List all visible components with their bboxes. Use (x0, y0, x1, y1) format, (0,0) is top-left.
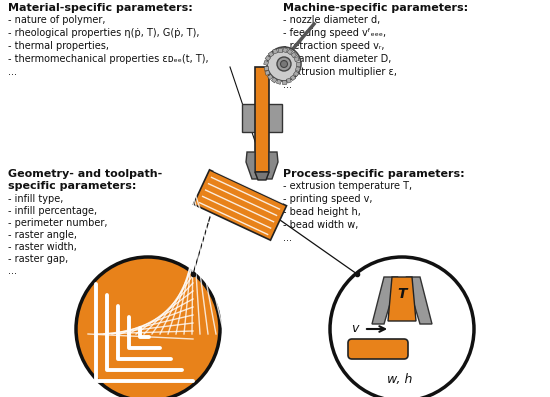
Bar (283, 48, 288, 53)
Text: - extrusion temperature T,: - extrusion temperature T, (283, 181, 412, 191)
Bar (296, 62, 300, 66)
Bar (290, 75, 296, 81)
Bar (265, 56, 271, 61)
Text: - rheological properties η(ṗ, T), G(ṗ, T),: - rheological properties η(ṗ, T), G(ṗ, T… (8, 28, 200, 38)
Polygon shape (406, 277, 432, 324)
Text: - raster angle,: - raster angle, (8, 230, 77, 240)
Text: Process-specific parameters:: Process-specific parameters: (283, 169, 465, 179)
Text: - retraction speed vᵣ,: - retraction speed vᵣ, (283, 41, 384, 51)
Bar (264, 66, 268, 70)
Text: - bead width w,: - bead width w, (283, 220, 359, 230)
Bar (242, 104, 282, 132)
Bar (265, 70, 270, 75)
Text: - infill type,: - infill type, (8, 194, 63, 204)
Text: - extrusion multiplier ε,: - extrusion multiplier ε, (283, 67, 397, 77)
Bar (255, 67, 269, 172)
Text: - bead height h,: - bead height h, (283, 207, 361, 217)
Text: specific parameters:: specific parameters: (8, 181, 136, 191)
Polygon shape (246, 152, 258, 179)
Text: Geometry- and toolpath-: Geometry- and toolpath- (8, 169, 162, 179)
Bar (294, 57, 299, 62)
Text: ...: ... (283, 80, 292, 90)
Circle shape (280, 60, 288, 67)
Text: - filament diameter D,: - filament diameter D, (283, 54, 392, 64)
Text: w, h: w, h (387, 372, 412, 385)
Text: ...: ... (8, 67, 17, 77)
Text: v: v (351, 322, 359, 335)
Bar (287, 49, 293, 55)
Text: Material-specific parameters:: Material-specific parameters: (8, 3, 192, 13)
Text: - printing speed v,: - printing speed v, (283, 194, 372, 204)
Bar (278, 48, 282, 52)
Polygon shape (372, 277, 398, 324)
Bar (295, 67, 300, 71)
FancyBboxPatch shape (348, 339, 408, 359)
Polygon shape (194, 170, 287, 240)
Text: - feeding speed vᶠₑₑₑ,: - feeding speed vᶠₑₑₑ, (283, 28, 386, 38)
Polygon shape (255, 172, 269, 180)
Text: Machine-specific parameters:: Machine-specific parameters: (283, 3, 468, 13)
Circle shape (76, 257, 220, 397)
Text: - infill percentage,: - infill percentage, (8, 206, 97, 216)
Text: - raster gap,: - raster gap, (8, 254, 68, 264)
Text: - thermomechanical properties εᴅₑₑ(t, T),: - thermomechanical properties εᴅₑₑ(t, T)… (8, 54, 208, 64)
Circle shape (267, 47, 301, 81)
Bar (271, 77, 277, 83)
Bar (267, 74, 273, 80)
Text: ...: ... (8, 266, 17, 276)
Bar (291, 52, 296, 58)
Circle shape (277, 57, 291, 71)
Text: - nozzle diameter d,: - nozzle diameter d, (283, 15, 380, 25)
Text: - perimeter number,: - perimeter number, (8, 218, 107, 228)
Circle shape (330, 257, 474, 397)
Bar (282, 80, 286, 84)
Polygon shape (266, 152, 278, 179)
Bar (277, 79, 282, 84)
Text: ...: ... (283, 233, 292, 243)
Text: - thermal properties,: - thermal properties, (8, 41, 109, 51)
Bar (287, 78, 292, 83)
Bar (293, 71, 299, 77)
Text: - nature of polymer,: - nature of polymer, (8, 15, 106, 25)
Bar (273, 49, 278, 54)
Text: - raster width,: - raster width, (8, 242, 77, 252)
Polygon shape (388, 277, 416, 321)
Bar (263, 60, 269, 66)
Bar (268, 52, 274, 57)
Text: T: T (397, 287, 407, 301)
